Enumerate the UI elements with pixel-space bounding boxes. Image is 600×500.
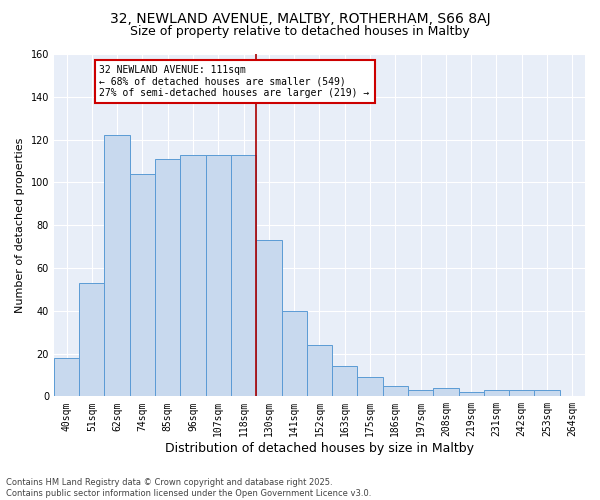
Bar (104, 136, 130, 396)
Y-axis label: Number of detached properties: Number of detached properties (15, 138, 25, 313)
Bar (358, 377, 383, 396)
Text: 32 NEWLAND AVENUE: 111sqm
← 68% of detached houses are smaller (549)
27% of semi: 32 NEWLAND AVENUE: 111sqm ← 68% of detac… (100, 64, 370, 98)
Bar (408, 390, 433, 396)
Text: Contains HM Land Registry data © Crown copyright and database right 2025.
Contai: Contains HM Land Registry data © Crown c… (6, 478, 371, 498)
Bar (206, 154, 231, 396)
Bar (458, 392, 484, 396)
Bar (281, 310, 307, 396)
Bar (484, 390, 509, 396)
Bar (535, 390, 560, 396)
Bar (307, 345, 332, 397)
Bar (231, 154, 256, 396)
Bar (54, 358, 79, 397)
Bar (181, 154, 206, 396)
Bar (256, 240, 281, 396)
X-axis label: Distribution of detached houses by size in Maltby: Distribution of detached houses by size … (165, 442, 474, 455)
Bar (155, 159, 181, 396)
Bar (433, 388, 458, 396)
Bar (332, 366, 358, 396)
Bar (130, 174, 155, 396)
Bar (509, 390, 535, 396)
Text: 32, NEWLAND AVENUE, MALTBY, ROTHERHAM, S66 8AJ: 32, NEWLAND AVENUE, MALTBY, ROTHERHAM, S… (110, 12, 490, 26)
Bar (79, 283, 104, 397)
Bar (383, 386, 408, 396)
Text: Size of property relative to detached houses in Maltby: Size of property relative to detached ho… (130, 25, 470, 38)
